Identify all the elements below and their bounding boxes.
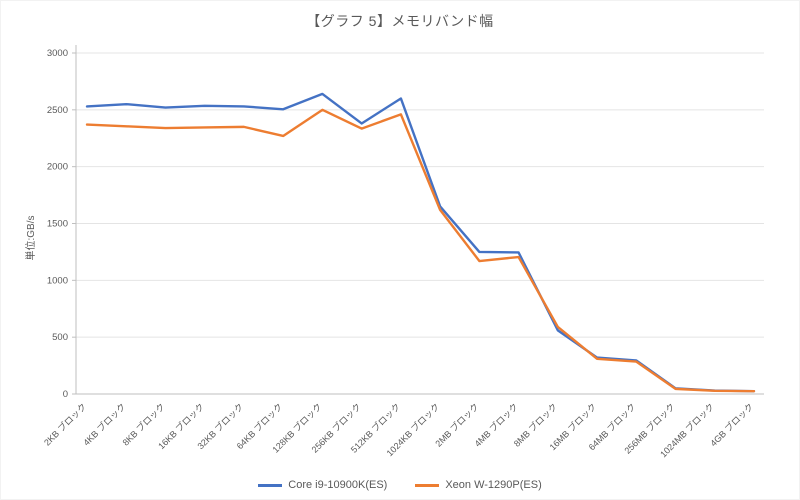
- y-tick-label: 1000: [47, 275, 68, 286]
- y-tick-label: 3000: [47, 48, 68, 59]
- y-tick-label: 2000: [47, 162, 68, 173]
- chart-title: 【グラフ 5】メモリバンド幅: [306, 13, 494, 29]
- legend-label-core-i9: Core i9-10900K(ES): [288, 479, 388, 491]
- y-tick-label: 1500: [47, 219, 68, 230]
- legend-swatch-core-i9: [258, 483, 283, 487]
- series-line: [85, 108, 756, 393]
- y-tick-label: 500: [52, 332, 68, 343]
- series-line: [85, 92, 756, 393]
- y-tick-label: 2500: [47, 105, 68, 116]
- legend: Core i9-10900K(ES) Xeon W-1290P(ES): [1, 479, 799, 491]
- y-tick-label: 0: [63, 389, 68, 400]
- legend-item-core-i9: Core i9-10900K(ES): [258, 479, 387, 491]
- legend-item-xeon: Xeon W-1290P(ES): [415, 479, 542, 491]
- legend-swatch-xeon: [415, 483, 440, 487]
- legend-label-xeon: Xeon W-1290P(ES): [445, 479, 542, 491]
